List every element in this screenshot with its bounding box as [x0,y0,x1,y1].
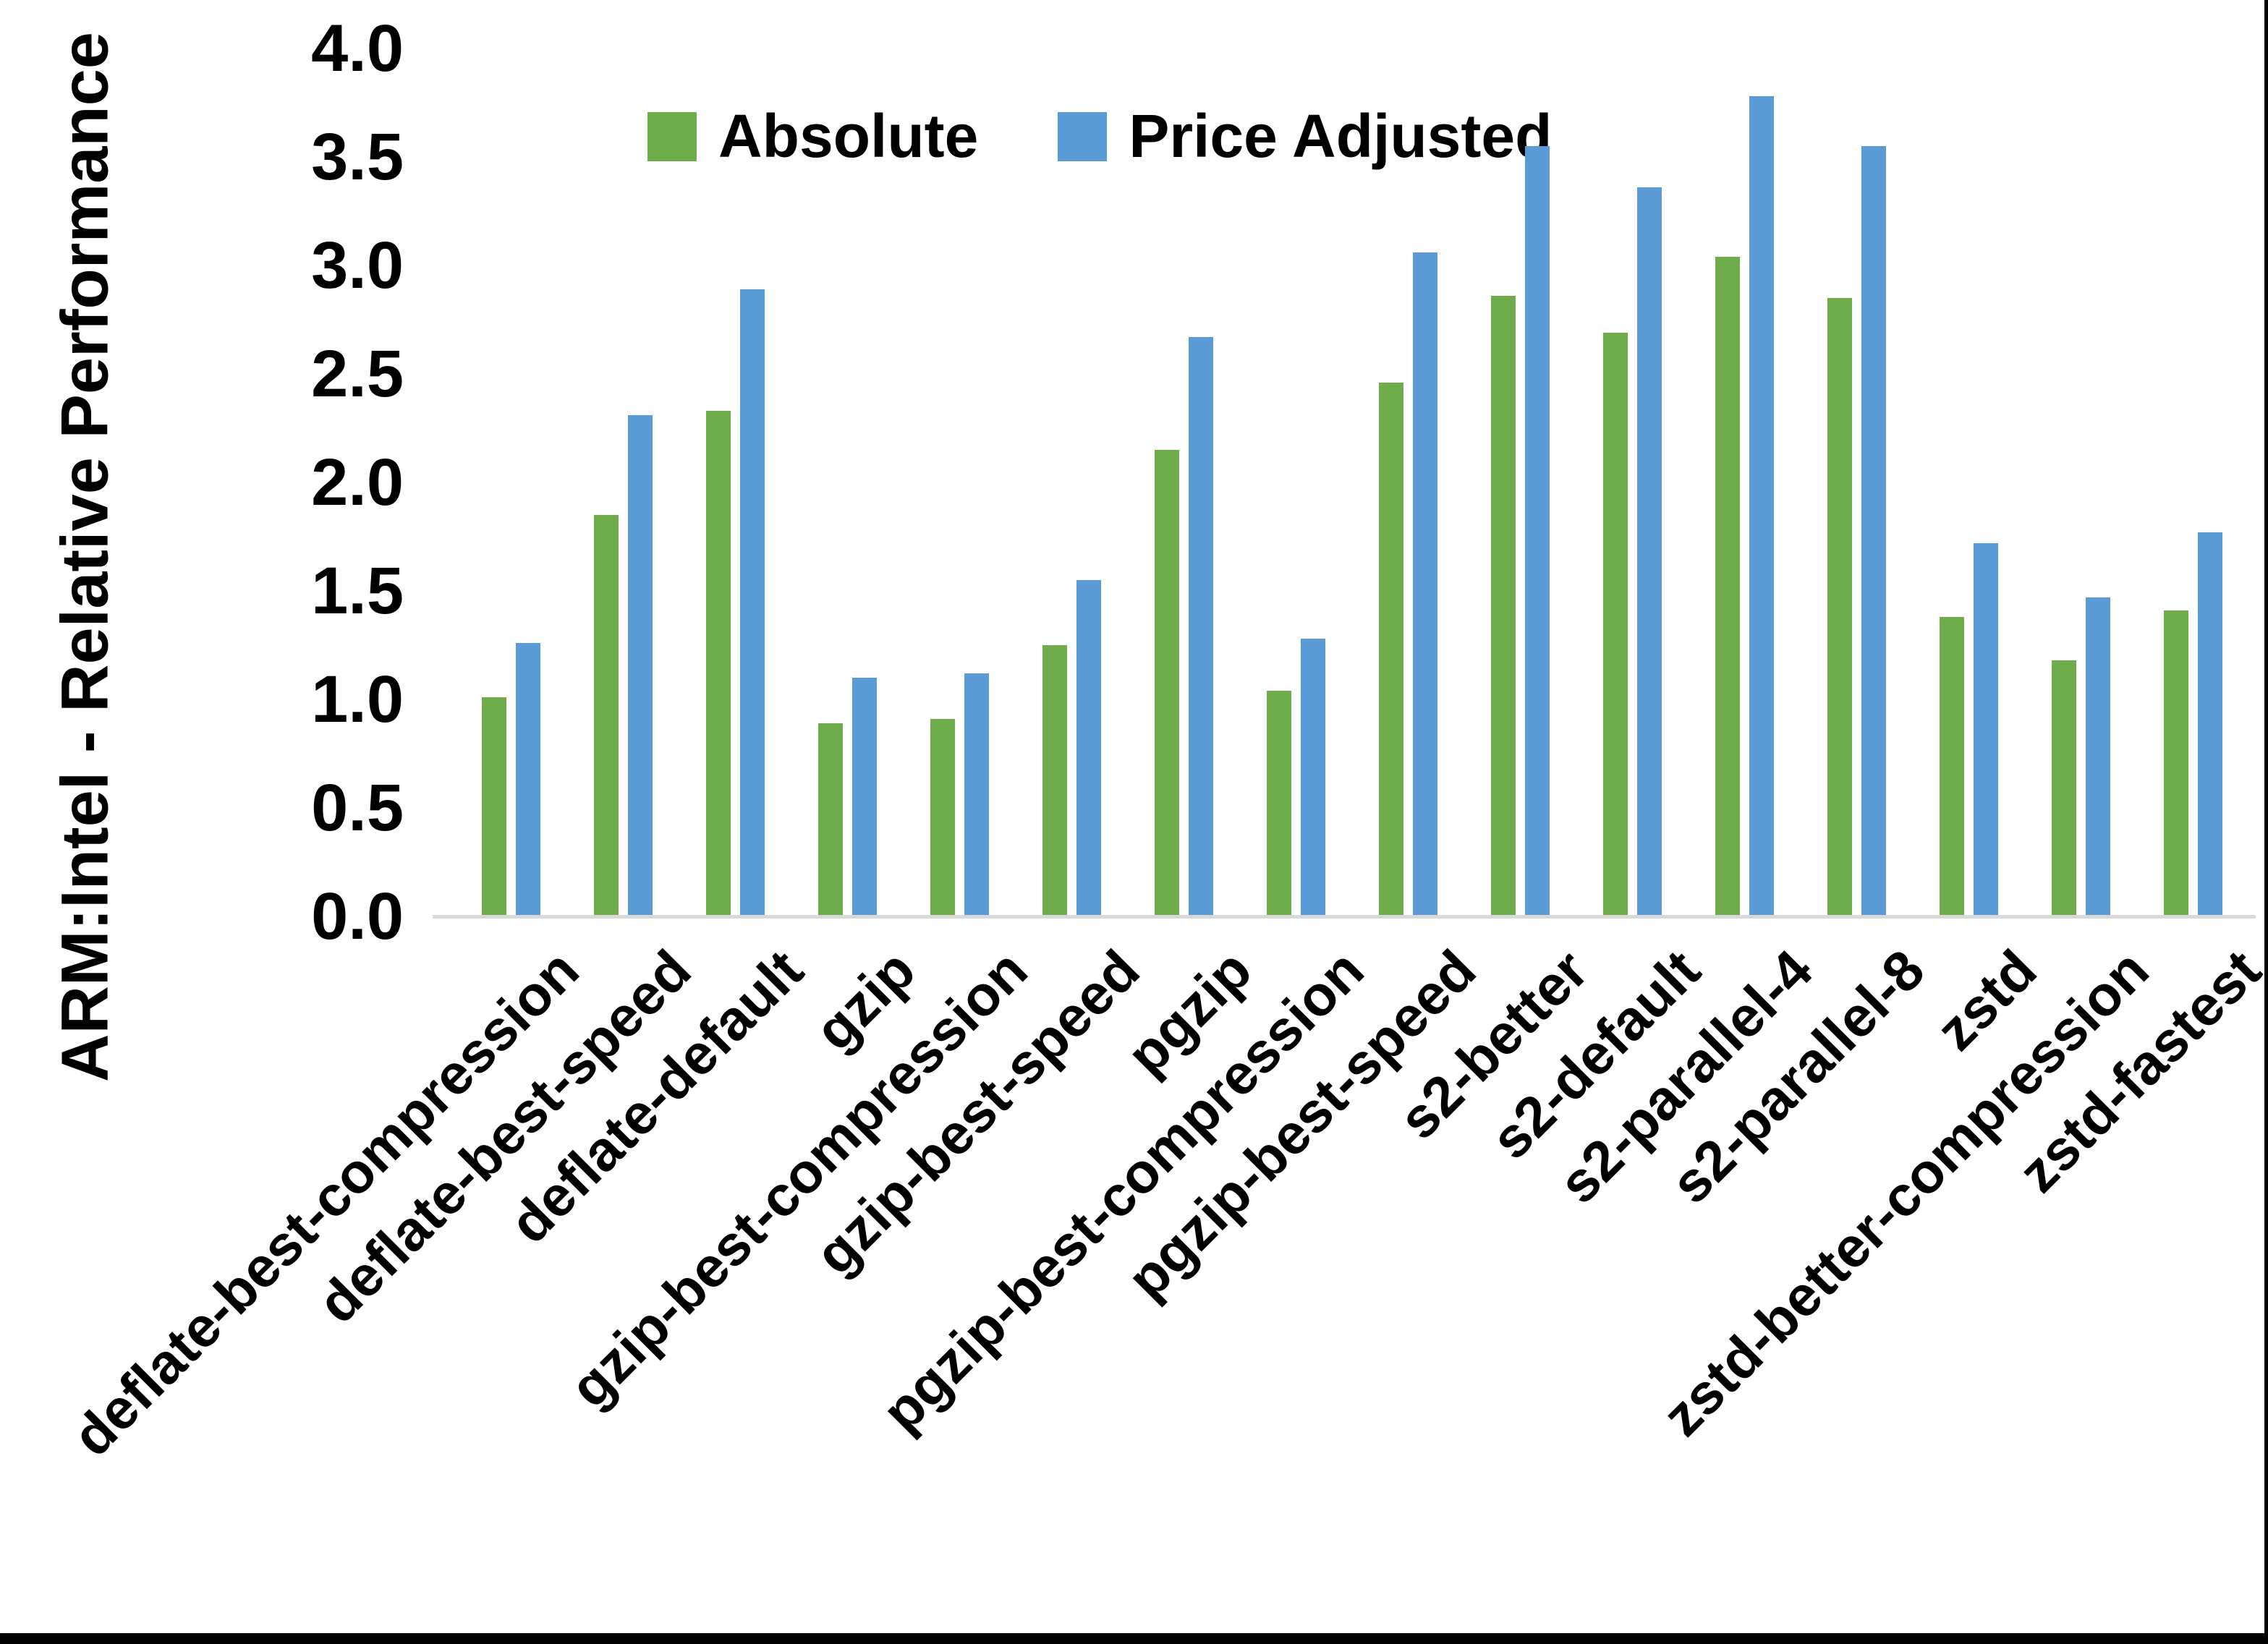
bar-absolute-gzip-best-compression [930,719,955,916]
bar-price-adjusted-s2-parallel-8 [1861,146,1886,916]
bar-price-adjusted-s2-better [1525,146,1550,916]
bar-absolute-deflate-default [706,411,731,916]
bar-price-adjusted-deflate-default [740,289,765,916]
bar-absolute-deflate-best-compression [482,697,506,916]
bar-price-adjusted-pgzip-best-compression [1301,639,1325,916]
bar-absolute-pgzip-best-speed [1379,383,1403,916]
y-axis-tick-label: 0.5 [311,771,404,845]
bar-absolute-gzip-best-speed [1042,645,1067,916]
bar-absolute-zstd-better-compression [2052,660,2076,916]
bar-price-adjusted-s2-default [1637,187,1662,916]
y-axis-tick-label: 2.0 [311,446,404,519]
bar-absolute-gzip [818,723,843,916]
bar-absolute-s2-parallel-4 [1715,257,1740,916]
y-axis-tick-label: 4.0 [311,12,404,85]
y-axis-tick-label: 1.5 [311,554,404,628]
bar-absolute-s2-parallel-8 [1827,298,1852,916]
bar-price-adjusted-zstd-better-compression [2086,597,2110,916]
legend-swatch-absolute [647,111,697,161]
y-axis-tick-label: 3.5 [311,120,404,194]
y-axis-tick-label: 1.0 [311,663,404,736]
y-axis-tick-label: 0.0 [311,880,404,953]
bar-price-adjusted-deflate-best-speed [628,415,653,916]
bar-price-adjusted-pgzip [1189,337,1213,916]
bar-absolute-s2-better [1491,296,1516,916]
bar-price-adjusted-deflate-best-compression [516,643,540,916]
bar-price-adjusted-gzip-best-speed [1076,580,1101,916]
legend-label-price-adjusted: Price Adjusted [1129,102,1553,170]
y-axis-tick-label: 2.5 [311,337,404,411]
legend-label-absolute: Absolute [718,102,979,170]
bar-absolute-zstd [1940,617,1964,916]
bar-absolute-pgzip [1155,450,1179,916]
plot-area [456,48,2250,916]
bar-absolute-deflate-best-speed [594,515,619,916]
y-axis-tick-label: 3.0 [311,229,404,302]
legend-swatch-price-adjusted [1058,111,1108,161]
bar-absolute-s2-default [1603,333,1628,916]
right-border [2264,0,2268,1644]
bar-price-adjusted-zstd [1974,543,1998,916]
bar-price-adjusted-zstd-fastest [2198,532,2222,916]
bar-price-adjusted-pgzip-best-speed [1413,252,1437,916]
bar-price-adjusted-s2-parallel-4 [1749,96,1774,916]
bottom-border [0,1633,2268,1644]
x-axis-line [433,915,2256,919]
bar-price-adjusted-gzip [852,678,877,916]
bar-absolute-pgzip-best-compression [1267,691,1291,916]
legend: Absolute Price Adjusted [647,101,1552,171]
bar-price-adjusted-gzip-best-compression [964,673,989,916]
bar-absolute-zstd-fastest [2164,610,2188,916]
